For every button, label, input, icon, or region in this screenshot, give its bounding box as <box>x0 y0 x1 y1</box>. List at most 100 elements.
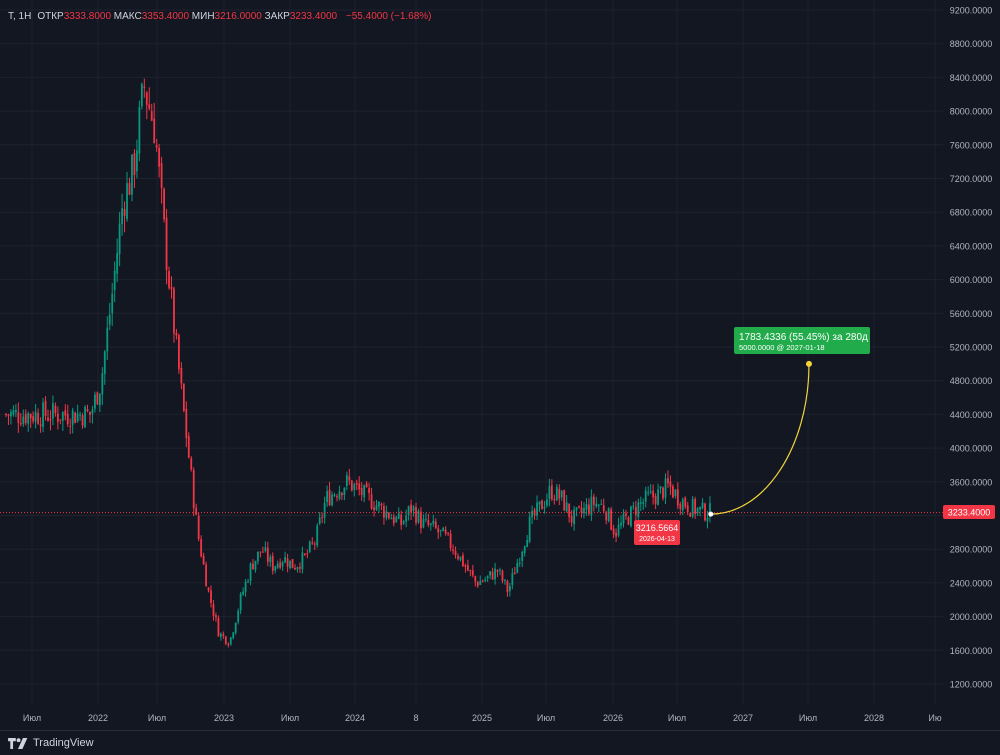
symbol-label[interactable]: T, 1Н <box>8 11 32 22</box>
candle-body <box>508 586 511 592</box>
candle-body <box>355 482 358 485</box>
candle-body <box>385 511 388 518</box>
candle-body <box>348 476 351 481</box>
ohlc-legend: T, 1Н ОТКР3333.8000 МАКС3353.4000 МИН3216… <box>8 11 432 22</box>
candle-body <box>652 490 655 498</box>
candle-body <box>602 505 605 512</box>
candle-body <box>402 521 405 524</box>
candle-body <box>264 547 267 552</box>
candle-body <box>429 523 432 525</box>
target-label[interactable]: 1783.4336 (55.45%) за 280д 5000.0000 @ 2… <box>734 327 870 354</box>
candle-body <box>494 568 496 580</box>
brand[interactable]: TradingView <box>8 737 94 749</box>
change-value: −55.4000 (−1.68%) <box>345 11 432 22</box>
marker-price: 3216.5664 <box>636 523 679 533</box>
price-tick-label: 6800.0000 <box>950 208 993 218</box>
candle-body <box>175 332 178 336</box>
candle-body <box>536 502 538 516</box>
candle-body <box>639 502 642 504</box>
candle-body <box>61 412 64 421</box>
candle-body <box>506 581 509 593</box>
candle-body <box>338 491 341 499</box>
candle-body <box>44 400 47 416</box>
candle-body <box>516 563 519 573</box>
candle-body <box>412 506 415 511</box>
candle-body <box>168 271 170 288</box>
candle-body <box>427 519 430 526</box>
candle-body <box>620 522 622 526</box>
candle-body <box>244 581 247 592</box>
candle-body <box>457 555 459 559</box>
candle-body <box>247 581 249 583</box>
candle-body <box>513 572 516 575</box>
price-tick-label: 1200.0000 <box>950 680 993 690</box>
projection-end-point[interactable] <box>805 360 812 367</box>
candle-body <box>138 106 141 154</box>
candle-body <box>469 570 472 572</box>
projection-start-point[interactable] <box>708 511 714 517</box>
price-tick-label: 5600.0000 <box>950 309 993 319</box>
price-tick-label: 2800.0000 <box>950 545 993 555</box>
candle-body <box>353 484 356 490</box>
candle-body <box>481 580 484 582</box>
candle-body <box>291 559 294 569</box>
candle-body <box>294 567 296 570</box>
candle-body <box>699 506 701 510</box>
candle-body <box>565 502 568 512</box>
candle-body <box>662 487 664 499</box>
candle-body <box>415 507 417 523</box>
time-axis[interactable]: Июл 2022 Июл 2023 Июл 2024 8 2025 Июл 2026 Июл 2027… <box>23 713 942 723</box>
candle-body <box>669 481 672 487</box>
candle-body <box>422 519 425 528</box>
price-tick-label: 8800.0000 <box>950 39 993 49</box>
candle-body <box>368 488 370 494</box>
candle-body <box>674 489 677 497</box>
footer-bar <box>0 730 1000 755</box>
candle-body <box>24 413 27 423</box>
candle-body <box>190 458 193 470</box>
candle-body <box>375 505 378 511</box>
price-tick-label: 4400.0000 <box>950 410 993 420</box>
candle-body <box>321 516 324 518</box>
projection-curve <box>710 363 810 515</box>
candle-body <box>550 485 553 500</box>
candle-body <box>22 416 25 424</box>
candle-body <box>182 383 185 411</box>
candle-body <box>14 409 17 413</box>
candle-body <box>501 570 504 581</box>
candle-body <box>27 413 30 424</box>
candle-body <box>437 528 440 533</box>
candle-body <box>672 486 674 498</box>
candle-body <box>538 501 541 505</box>
candle-body <box>610 509 613 530</box>
candle-body <box>187 436 190 458</box>
price-tick-label: 7600.0000 <box>950 140 993 150</box>
price-axis-ticks: 9200.0000 8800.0000 8400.0000 8000.0000 7600… <box>950 6 993 690</box>
time-tick-label: Ию <box>928 713 941 723</box>
candle-body <box>452 549 454 552</box>
candle-body <box>163 188 165 220</box>
candle-body <box>10 412 12 417</box>
time-tick-label: Июл <box>537 713 555 723</box>
candle-body <box>405 515 408 522</box>
candle-body <box>313 543 316 545</box>
candle-body <box>612 528 615 535</box>
price-tick-label: 7200.0000 <box>950 174 993 184</box>
candle-body <box>76 413 79 422</box>
candle-body <box>511 572 514 585</box>
candle-body <box>704 503 706 521</box>
candle-body <box>575 507 578 510</box>
candle-body <box>341 492 343 496</box>
candle-body <box>89 411 91 415</box>
price-tick-label: 1600.0000 <box>950 646 993 656</box>
candle-body <box>420 511 422 529</box>
candle-body <box>234 622 237 633</box>
target-change: 1783.4336 (55.45%) за 280д <box>739 332 868 343</box>
candle-body <box>597 505 600 507</box>
candle-body <box>237 610 240 622</box>
candle-body <box>622 514 625 524</box>
candle-body <box>689 513 692 517</box>
price-axis[interactable] <box>943 0 1000 730</box>
candle-body <box>654 496 657 504</box>
